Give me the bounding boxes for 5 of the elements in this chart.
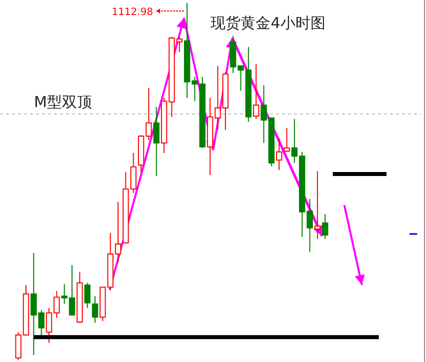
candlestick bbox=[153, 106, 160, 177]
annotation: 1112.98 bbox=[112, 7, 154, 18]
text: 现货黄金4小时图 bbox=[210, 14, 326, 32]
candlestick bbox=[92, 296, 98, 324]
annotation: M型双顶 bbox=[34, 93, 92, 111]
